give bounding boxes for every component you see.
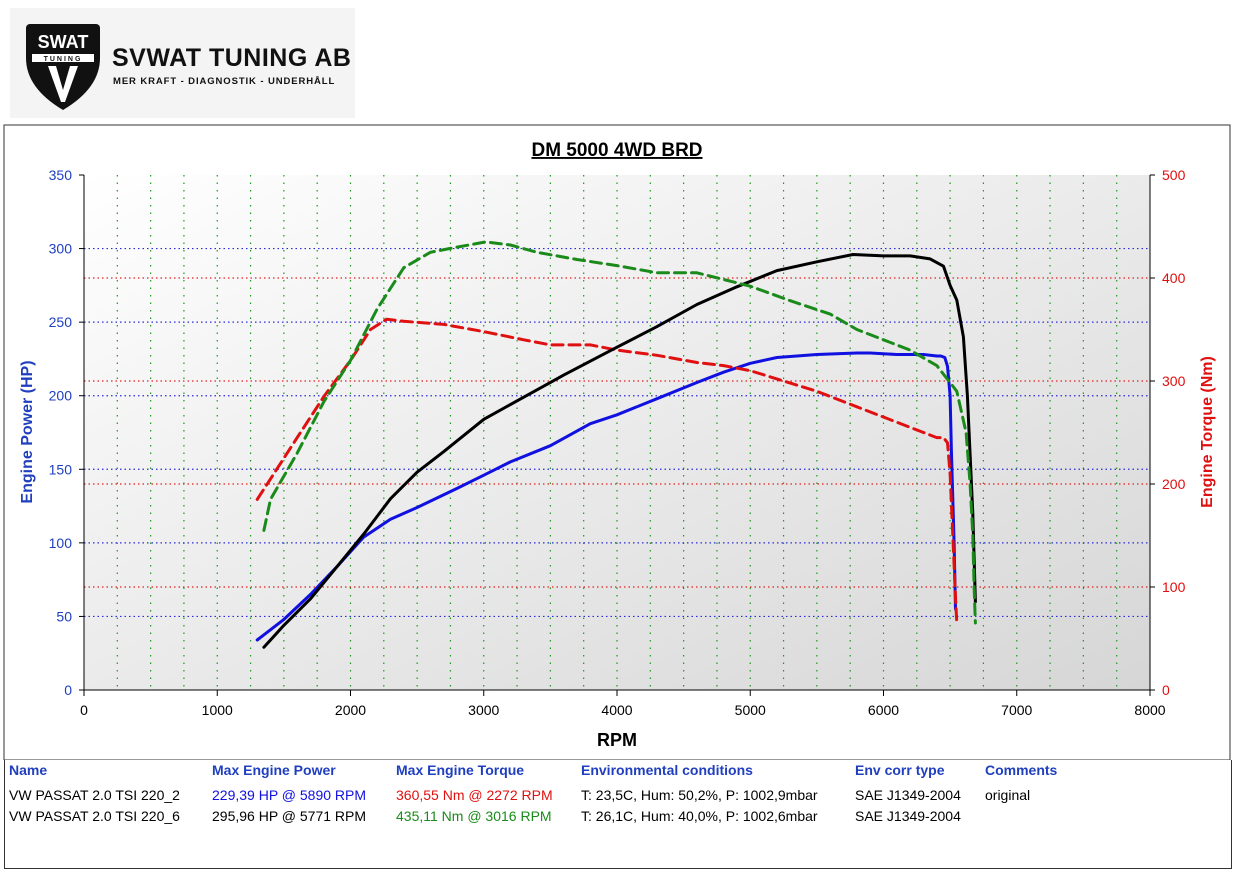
y-left-tick-label: 350 [49,167,73,183]
row2-power: 295,96 HP @ 5771 RPM [212,808,367,824]
logo-badge-text: SWAT [38,32,89,52]
legend-table: Name Max Engine Power Max Engine Torque … [4,760,1232,869]
x-tick-label: 7000 [1001,702,1032,718]
series-line-torque-run2 [255,317,959,625]
y-left-tick-label: 100 [49,535,73,551]
logo-badge-sub: TUNING [44,56,83,63]
plot-area [84,175,1150,690]
x-axis-label: RPM [597,730,637,750]
x-tick-label: 5000 [735,702,766,718]
y-right-tick-label: 500 [1162,167,1186,183]
y-left-tick-label: 150 [49,461,73,477]
axes: 0 1000 2000 3000 4000 5000 6000 7000 80000501001… [49,167,1186,718]
y-left-tick-label: 300 [49,241,73,257]
header-name: Name [9,762,48,778]
y-left-tick-label: 50 [56,608,72,624]
series-line-torque-run6 [262,240,977,625]
row1-corr: SAE J1349-2004 [855,787,961,803]
y-right-tick-label: 200 [1162,476,1186,492]
y-left-tick-label: 200 [49,388,73,404]
y-axis-right-label: Engine Torque (Nm) [1199,356,1216,508]
y-axis-left-label: Engine Power (HP) [19,360,36,503]
row1-power: 229,39 HP @ 5890 RPM [212,787,367,803]
company-tagline: MER KRAFT - DIAGNOSTIK - UNDERHÅLL [113,76,336,87]
x-tick-label: 8000 [1134,702,1165,718]
row1-env: T: 23,5C, Hum: 50,2%, P: 1002,9mbar [581,787,818,803]
x-tick-label: 6000 [868,702,899,718]
row2-name: VW PASSAT 2.0 TSI 220_6 [9,808,180,824]
shield-logo-icon: SWAT TUNING [26,24,100,110]
row2-env: T: 26,1C, Hum: 40,0%, P: 1002,6mbar [581,808,818,824]
row2-torque: 435,11 Nm @ 3016 RPM [396,808,552,824]
x-tick-label: 1000 [202,702,233,718]
header-max-power: Max Engine Power [212,762,336,778]
x-tick-label: 2000 [335,702,366,718]
company-name: SVWAT TUNING AB [112,44,352,72]
row2-corr: SAE J1349-2004 [855,808,961,824]
dyno-chart: 0 1000 2000 3000 4000 5000 6000 7000 80000501001… [3,124,1231,760]
series-line-power-run2 [255,351,957,642]
y-right-tick-label: 400 [1162,270,1186,286]
row1-torque: 360,55 Nm @ 2272 RPM [396,787,553,803]
header-env: Environmental conditions [581,762,753,778]
x-tick-label: 4000 [601,702,632,718]
y-left-tick-label: 0 [64,682,72,698]
chart-title: DM 5000 4WD BRD [531,140,702,161]
row1-name: VW PASSAT 2.0 TSI 220_2 [9,787,180,803]
header-corr: Env corr type [855,762,945,778]
series-line-power-run6 [262,253,977,649]
y-left-tick-label: 250 [49,314,73,330]
y-right-tick-label: 100 [1162,579,1186,595]
header-max-torque: Max Engine Torque [396,762,525,778]
y-right-tick-label: 300 [1162,373,1186,389]
x-tick-label: 3000 [468,702,499,718]
x-tick-label: 0 [80,702,88,718]
header-comments: Comments [985,762,1058,778]
company-logo: SWAT TUNING SVWAT TUNING AB MER KRAFT - … [10,8,355,118]
row1-comment: original [985,787,1031,803]
y-right-tick-label: 0 [1162,682,1170,698]
series-layer [255,240,977,649]
